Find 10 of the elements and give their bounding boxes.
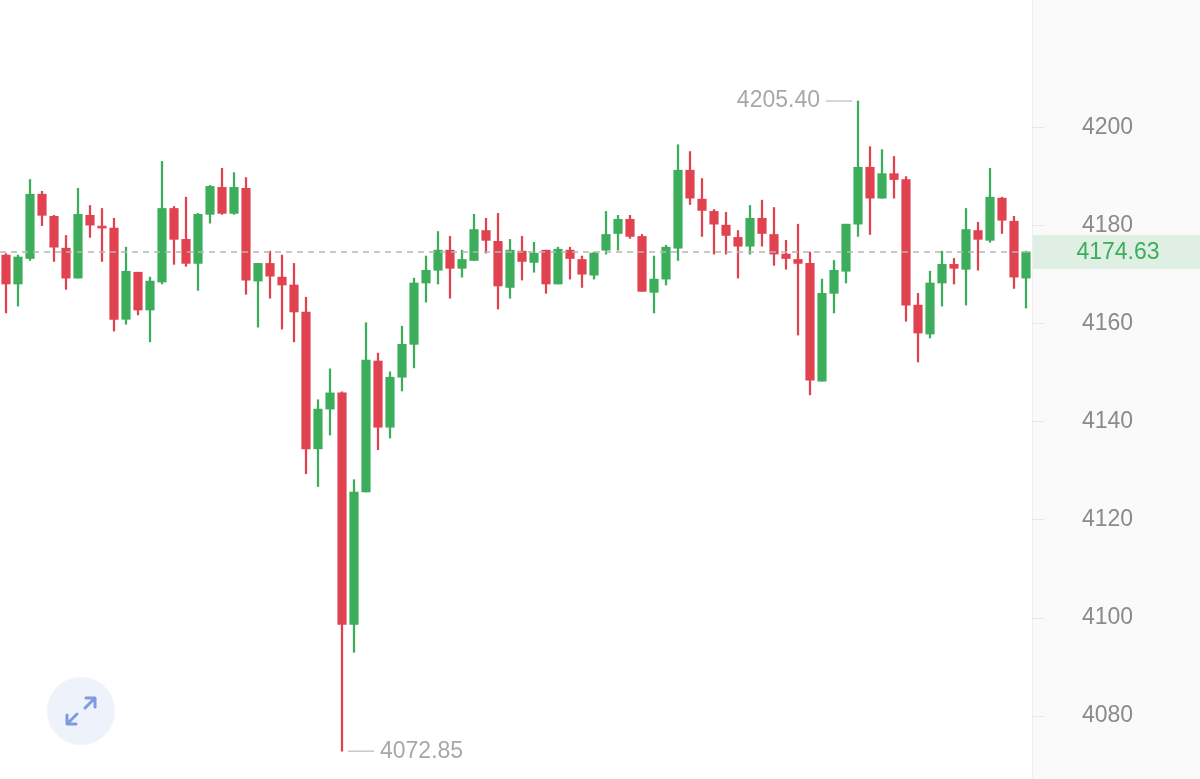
y-tick-label: 4200 [1082,112,1134,139]
y-tick-label: 4080 [1082,701,1134,728]
annotation: 4205.40 [736,86,820,113]
y-tick-label: 4100 [1082,603,1134,630]
annotation: 4072.85 [380,736,464,763]
y-tick-label: 4160 [1082,309,1134,336]
y-tick-label: 4180 [1082,210,1134,237]
y-tick-label: 4140 [1082,407,1134,434]
y-tick-label: 4120 [1082,505,1134,532]
ref-line-label: 4174.63 [1076,238,1160,265]
